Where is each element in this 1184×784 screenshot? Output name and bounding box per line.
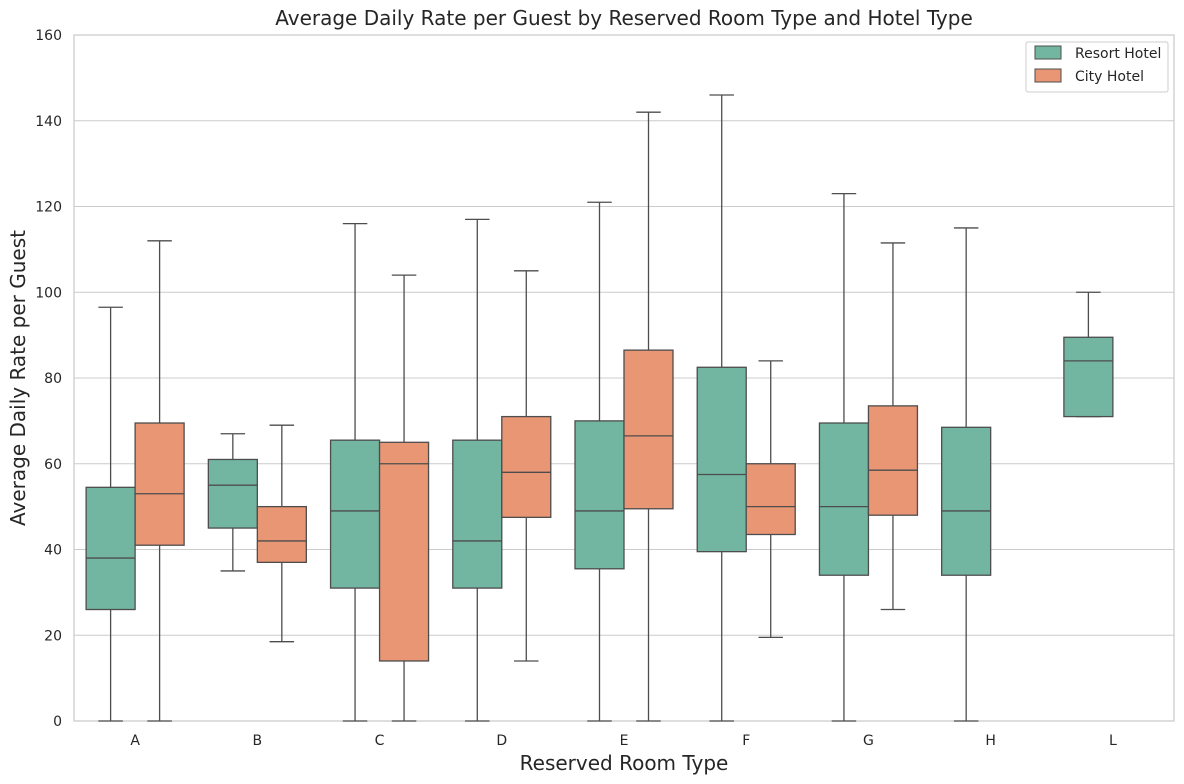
y-tick-label: 60: [44, 457, 62, 473]
x-tick-label: L: [1109, 733, 1117, 749]
plot-frame: [73, 34, 1175, 722]
x-tick-label: D: [496, 733, 507, 749]
iqr-box: [623, 349, 674, 510]
y-tick-label: 120: [35, 200, 62, 216]
iqr-box: [85, 486, 136, 611]
box-resort-hotel-F: [696, 94, 747, 722]
iqr-box: [745, 463, 796, 536]
iqr-box: [818, 422, 870, 576]
x-tick-label: F: [742, 733, 750, 749]
box-city-hotel-G: [867, 242, 919, 611]
x-tick-label: C: [375, 733, 385, 749]
legend-swatch-city-hotel: [1034, 68, 1062, 83]
iqr-box: [941, 426, 992, 576]
x-tick-label: A: [130, 733, 140, 749]
legend-label-city-hotel: City Hotel: [1075, 69, 1144, 85]
x-tick-label: H: [985, 733, 996, 749]
y-tick-label: 40: [44, 543, 62, 559]
iqr-box: [134, 422, 185, 546]
box-resort-hotel-L: [1063, 291, 1114, 418]
box-resort-hotel-C: [329, 222, 381, 722]
box-city-hotel-D: [501, 270, 552, 662]
box-city-hotel-E: [623, 111, 674, 722]
iqr-box: [329, 439, 381, 589]
box-resort-hotel-D: [452, 218, 503, 722]
y-tick-label: 140: [35, 114, 62, 130]
iqr-box: [574, 420, 625, 570]
legend-swatch-resort-hotel: [1034, 45, 1062, 60]
y-tick-label: 0: [53, 714, 62, 730]
x-tick-label: E: [620, 733, 629, 749]
box-resort-hotel-A: [85, 306, 136, 722]
iqr-box: [207, 458, 258, 529]
box-resort-hotel-B: [207, 433, 258, 572]
legend-label-resort-hotel: Resort Hotel: [1075, 46, 1161, 62]
boxes: [85, 94, 1114, 722]
x-tick-label: B: [253, 733, 263, 749]
iqr-box: [256, 505, 307, 564]
iqr-box: [501, 415, 552, 518]
legend: Resort Hotel City Hotel: [1025, 41, 1169, 93]
box-resort-hotel-G: [818, 192, 870, 722]
iqr-box: [452, 439, 503, 589]
iqr-box: [1063, 336, 1114, 418]
y-tick-label: 20: [44, 628, 62, 644]
box-resort-hotel-H: [941, 227, 992, 722]
x-axis-label: Reserved Room Type: [520, 751, 729, 775]
iqr-box: [696, 366, 747, 553]
box-city-hotel-C: [378, 274, 430, 722]
box-city-hotel-A: [134, 240, 185, 722]
iqr-box: [378, 441, 430, 662]
y-axis-ticks: 0 20 40 60 80 100 120 140 160: [35, 28, 62, 730]
box-city-hotel-F: [745, 360, 796, 639]
box-resort-hotel-E: [574, 201, 625, 722]
iqr-box: [867, 405, 919, 516]
chart-title: Average Daily Rate per Guest by Reserved…: [275, 6, 973, 30]
box-city-hotel-B: [256, 424, 307, 643]
x-tick-label: G: [863, 733, 874, 749]
y-tick-label: 160: [35, 28, 62, 44]
y-axis-label: Average Daily Rate per Guest: [6, 230, 30, 526]
y-tick-label: 80: [44, 371, 62, 387]
y-tick-label: 100: [35, 285, 62, 301]
